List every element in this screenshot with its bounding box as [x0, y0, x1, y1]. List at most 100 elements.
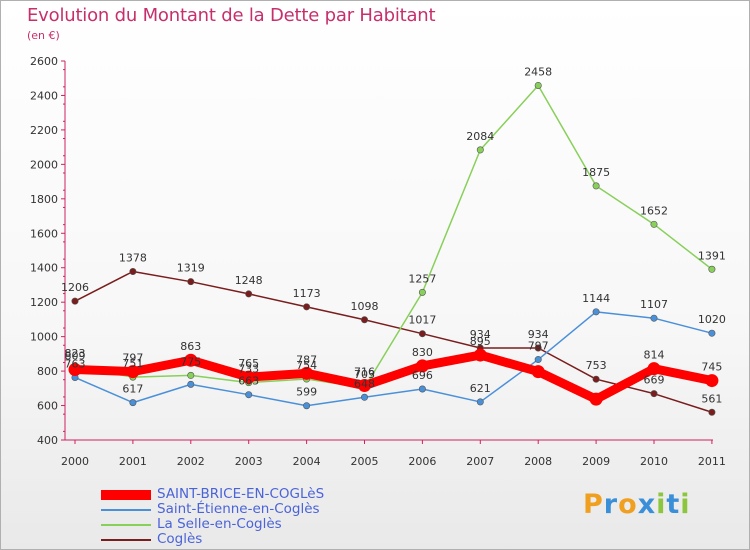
- data-label-la-selle: 733: [238, 363, 259, 376]
- data-label-la-selle: 1652: [640, 204, 668, 217]
- data-point-saint-brice: [126, 365, 140, 379]
- legend-swatch-saint-etienne: [101, 508, 151, 511]
- proxiti-logo: Proxiti: [583, 489, 691, 520]
- series-line-saint-brice: [70, 350, 717, 404]
- legend-swatch-cogles: [101, 538, 151, 541]
- data-label-cogles: 753: [586, 359, 607, 372]
- data-point-saint-etienne: [187, 380, 195, 388]
- legend-label-la-selle: La Selle-en-Coglès: [157, 516, 282, 532]
- data-label-saint-etienne: 696: [412, 369, 433, 382]
- data-point-saint-brice: [647, 362, 661, 376]
- legend-item-saint-brice: SAINT-BRICE-EN-COGLèS: [101, 487, 324, 502]
- y-tick-label: 1200: [30, 296, 58, 309]
- legend-label-cogles: Coglès: [157, 531, 203, 547]
- legend-swatch-saint-brice: [101, 489, 151, 500]
- data-point-saint-brice: [705, 374, 719, 388]
- data-point-saint-brice: [589, 392, 603, 406]
- legend-item-saint-etienne: Saint-Étienne-en-Coglès: [101, 502, 324, 517]
- y-tick-label: 1600: [30, 227, 58, 240]
- data-point-la-selle: [534, 81, 542, 89]
- data-label-la-selle: 1391: [698, 249, 726, 262]
- x-tick-label: 2005: [351, 455, 379, 468]
- data-label-cogles: 1378: [119, 252, 147, 265]
- logo-letter: t: [666, 489, 681, 520]
- data-point-cogles: [418, 330, 426, 338]
- x-tick-label: 2000: [61, 455, 89, 468]
- data-label-la-selle: 2084: [466, 130, 494, 143]
- logo-letter: i: [656, 489, 667, 520]
- x-tick-label: 2001: [119, 455, 147, 468]
- data-point-saint-brice: [300, 366, 314, 380]
- data-label-la-selle: 1875: [582, 166, 610, 179]
- data-point-saint-etienne: [476, 398, 484, 406]
- data-label-cogles: 669: [644, 374, 665, 387]
- data-point-cogles: [592, 375, 600, 383]
- data-label-saint-etienne: 663: [238, 375, 259, 388]
- data-label-saint-etienne: 648: [354, 377, 375, 390]
- logo-letter: r: [603, 489, 619, 520]
- series-line-cogles: [74, 270, 713, 414]
- y-tick-label: 1000: [30, 331, 58, 344]
- data-point-la-selle: [418, 288, 426, 296]
- data-point-cogles: [303, 303, 311, 311]
- x-tick-label: 2002: [177, 455, 205, 468]
- x-tick-label: 2009: [582, 455, 610, 468]
- data-label-cogles: 1098: [351, 300, 379, 313]
- y-tick-label: 2600: [30, 55, 58, 68]
- x-tick-label: 2011: [698, 455, 726, 468]
- series-line-la-selle: [74, 84, 713, 389]
- data-label-la-selle: 775: [180, 355, 201, 368]
- x-tick-label: 2008: [524, 455, 552, 468]
- data-label-cogles: 1248: [235, 274, 263, 287]
- data-point-saint-etienne: [708, 329, 716, 337]
- data-label-la-selle: 754: [296, 359, 317, 372]
- data-point-saint-brice: [415, 359, 429, 373]
- data-label-saint-brice: 863: [180, 340, 201, 353]
- logo-letter: o: [618, 489, 638, 520]
- data-point-saint-brice: [358, 379, 371, 393]
- data-point-cogles: [534, 344, 542, 352]
- data-label-saint-etienne: 797: [528, 340, 549, 353]
- data-label-saint-brice: 787: [296, 353, 317, 366]
- data-label-cogles: 934: [528, 328, 549, 341]
- y-tick-label: 400: [37, 434, 58, 447]
- data-label-saint-brice: 716: [354, 366, 375, 379]
- data-point-saint-etienne: [650, 314, 658, 322]
- data-label-saint-brice: 809: [65, 350, 86, 363]
- logo-letter: x: [637, 489, 657, 520]
- data-label-saint-brice: 830: [412, 346, 433, 359]
- y-tick-label: 2200: [30, 124, 58, 137]
- data-point-saint-etienne: [534, 356, 542, 364]
- legend-label-saint-etienne: Saint-Étienne-en-Coglès: [157, 501, 320, 517]
- data-point-la-selle: [708, 265, 716, 273]
- data-label-cogles: 1206: [61, 281, 89, 294]
- data-label-saint-etienne: 763: [65, 357, 86, 370]
- data-label-cogles: 1017: [408, 314, 436, 327]
- data-label-la-selle: 823: [65, 347, 86, 360]
- data-labels: 1206 1378 1319 1248 1173 1098 1017 934 934 753 669…: [61, 65, 726, 405]
- data-point-cogles: [245, 290, 253, 298]
- data-label-saint-brice: 814: [644, 349, 665, 362]
- y-tick-label: 1400: [30, 262, 58, 275]
- data-point-la-selle: [187, 371, 195, 379]
- data-point-saint-brice: [184, 353, 198, 367]
- data-label-saint-brice: 797: [122, 352, 143, 365]
- y-tick-label: 800: [37, 365, 58, 378]
- data-label-la-selle: 2458: [524, 65, 552, 78]
- data-label-la-selle: 751: [122, 357, 143, 370]
- data-point-la-selle: [476, 146, 484, 154]
- x-tick-label: 2007: [466, 455, 494, 468]
- data-label-cogles: 1319: [177, 262, 205, 275]
- series-line-saint-etienne: [74, 311, 713, 407]
- data-point-la-selle: [592, 182, 600, 190]
- legend-item-cogles: Coglès: [101, 532, 324, 547]
- y-tick-label: 2000: [30, 158, 58, 171]
- data-label-saint-brice: 765: [238, 357, 259, 370]
- data-label-saint-etienne: 1020: [698, 313, 726, 326]
- x-tick-label: 2010: [640, 455, 668, 468]
- data-label-cogles: 561: [701, 392, 722, 405]
- x-tick-label: 2003: [235, 455, 263, 468]
- chart-subtitle: (en €): [27, 29, 60, 42]
- legend-label-saint-brice: SAINT-BRICE-EN-COGLèS: [157, 486, 325, 502]
